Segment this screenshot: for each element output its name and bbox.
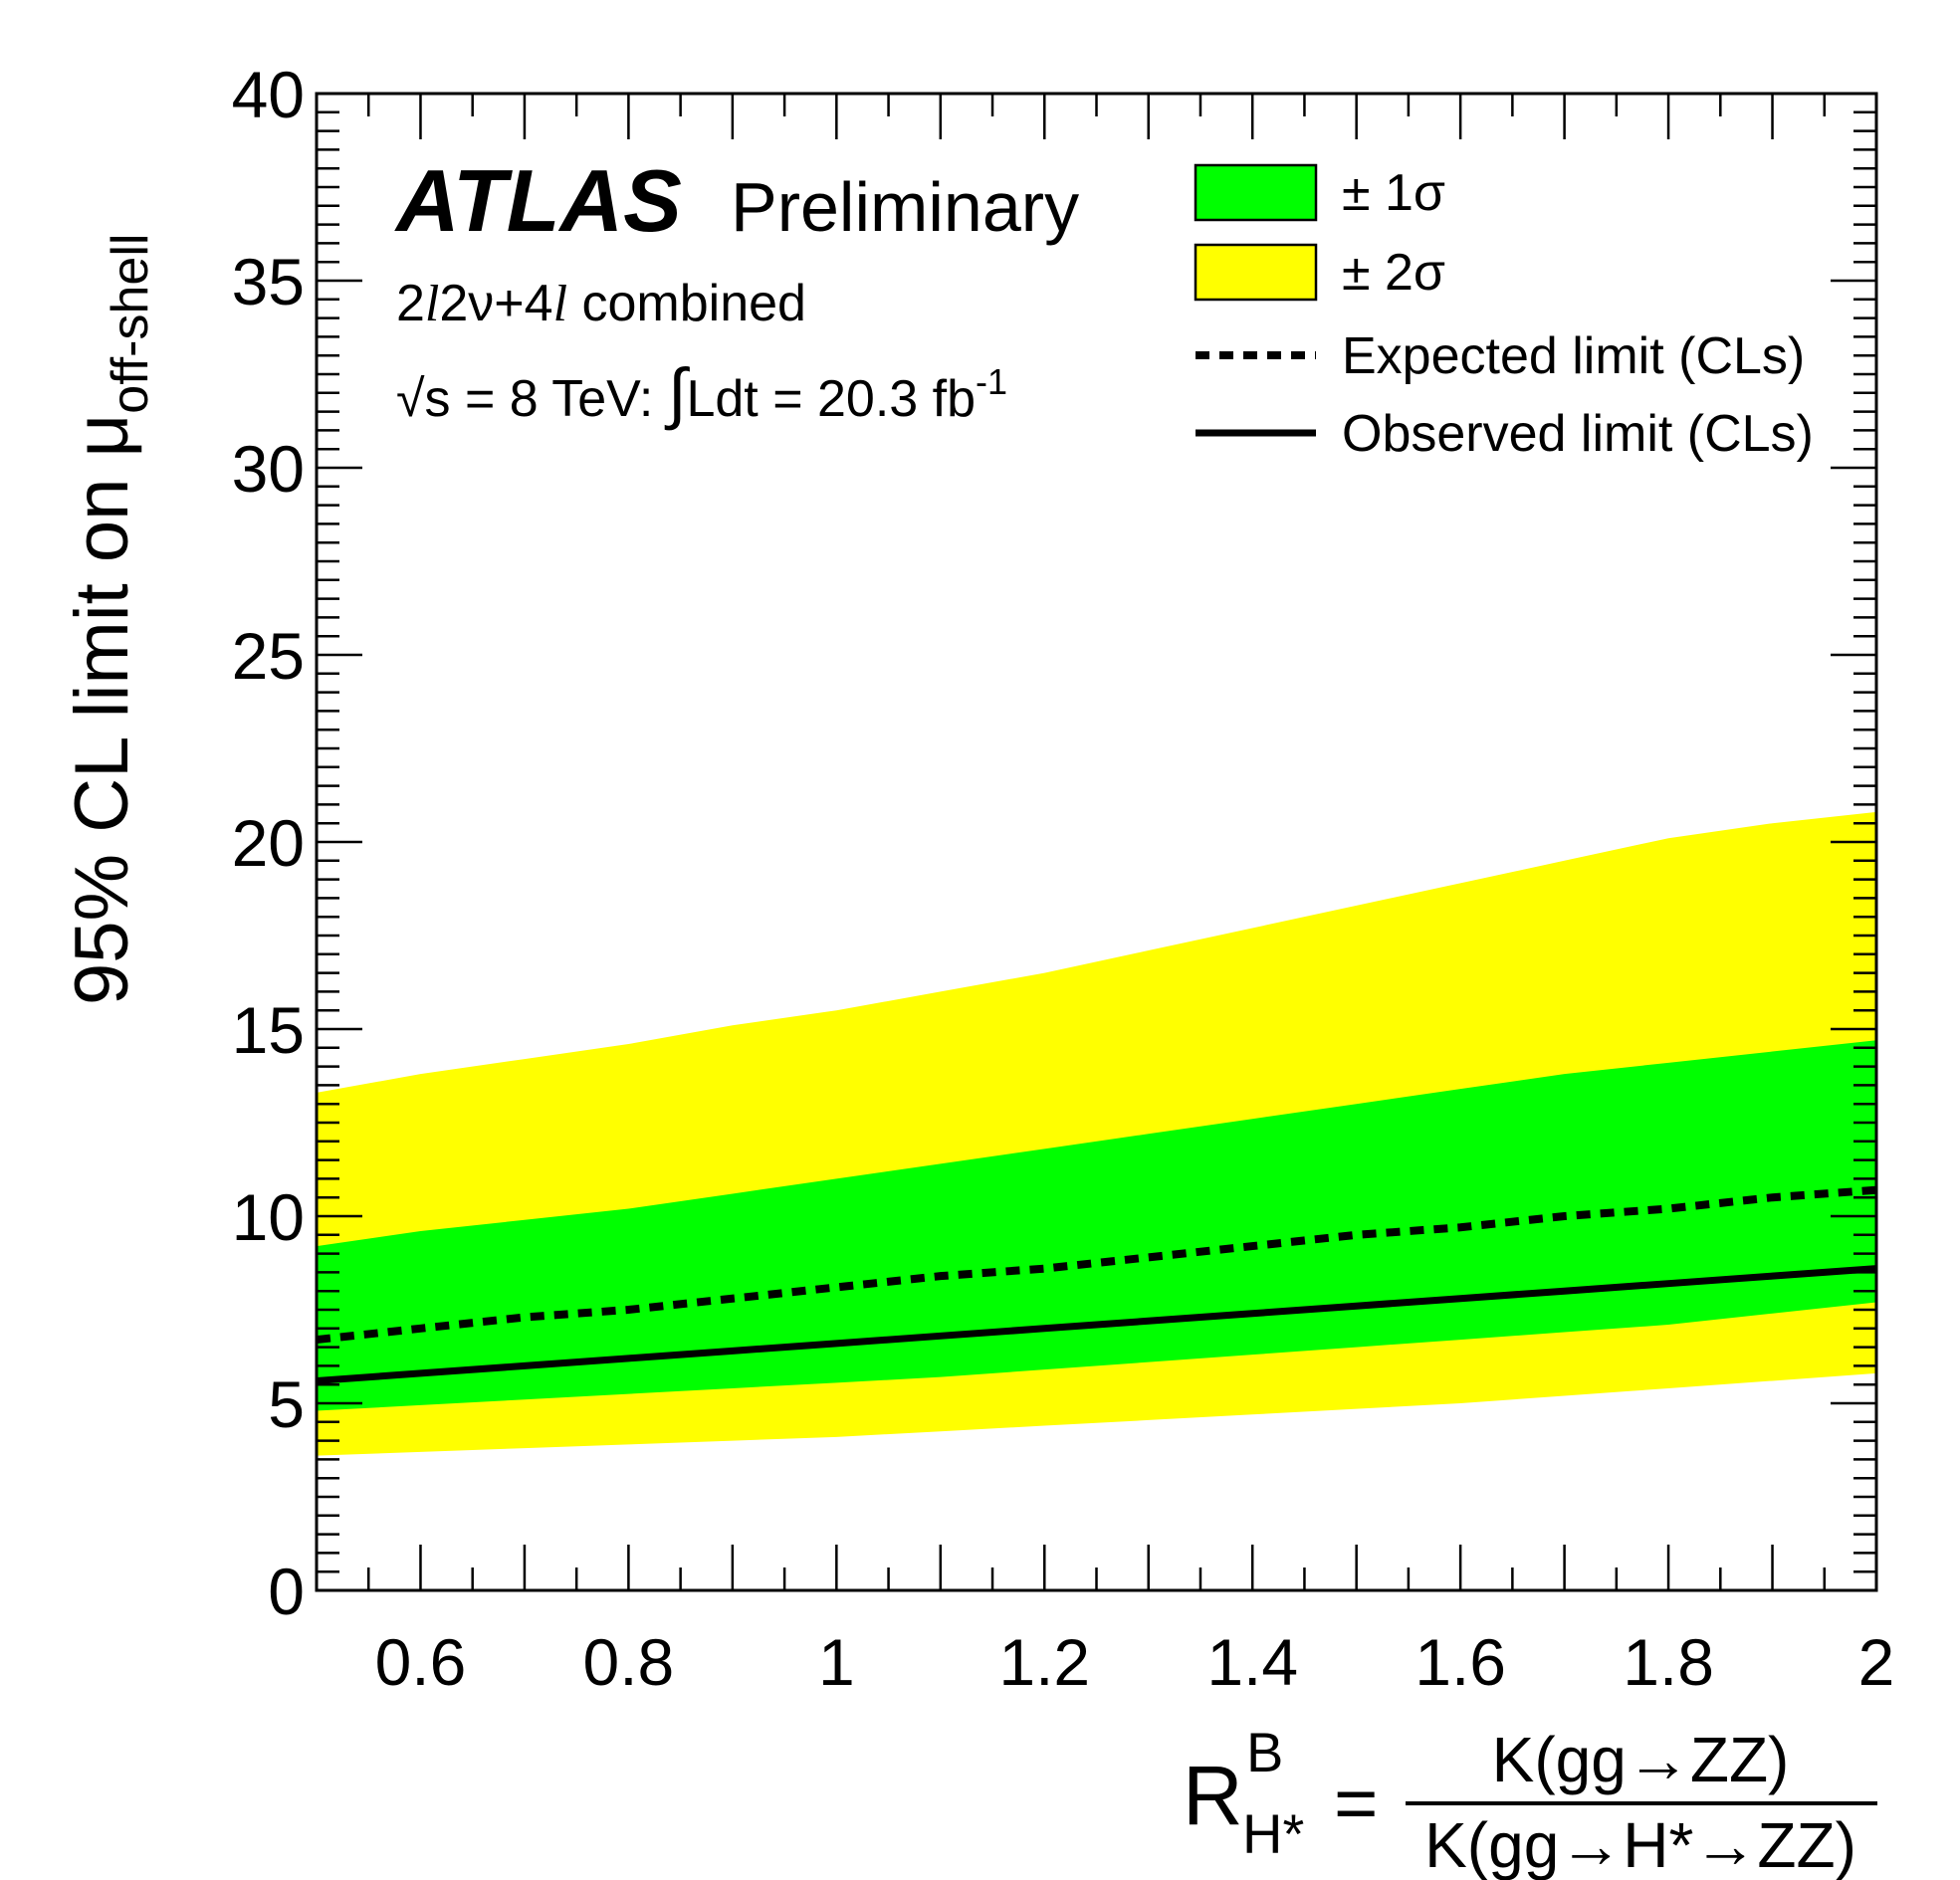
x-tick-label: 1.6 xyxy=(1415,1625,1506,1699)
x-tick-label: 1.8 xyxy=(1623,1625,1714,1699)
y-tick-label: 0 xyxy=(268,1555,305,1628)
legend-label: Expected limit (CLs) xyxy=(1342,327,1805,385)
channel-part-a: 2 xyxy=(396,275,425,332)
y-tick-label: 15 xyxy=(232,993,305,1067)
legend-swatch xyxy=(1194,163,1318,222)
limit-lines xyxy=(316,1185,1877,1384)
y-tick-label: 5 xyxy=(268,1367,305,1441)
x-axis-label: R B H* = K(gg→ZZ) K(gg→H*→ZZ) xyxy=(1183,1721,1877,1880)
lumi-exponent: -1 xyxy=(976,361,1007,402)
experiment-label: ATLAS xyxy=(394,151,682,250)
channel-lepton-1: l xyxy=(425,276,439,332)
x-tick-label: 1 xyxy=(818,1625,855,1699)
status-label: Preliminary xyxy=(731,168,1079,246)
legend-label: ± 1σ xyxy=(1342,164,1445,222)
legend-swatch xyxy=(1194,243,1318,302)
uncertainty-bands xyxy=(317,811,1876,1456)
channel-lepton-2: l xyxy=(553,276,567,332)
band-1sigma xyxy=(317,1040,1876,1411)
y-tick-label: 35 xyxy=(232,245,305,318)
x-label-r: R xyxy=(1183,1749,1243,1842)
observed-limit-line xyxy=(316,1265,1877,1384)
legend-label: Observed limit (CLs) xyxy=(1342,405,1814,463)
y-tick-label: 25 xyxy=(232,619,305,693)
x-label-denominator: K(gg→H*→ZZ) xyxy=(1424,1809,1856,1880)
channel-label: 2l2ν+4l combined xyxy=(396,275,806,332)
y-tick-label: 20 xyxy=(232,806,305,880)
legend-label: ± 2σ xyxy=(1342,244,1445,302)
energy-lumi-label: √s = 8 TeV: ∫Ldt = 20.3 fb-1 xyxy=(396,355,1007,431)
channel-part-b: 2ν+4 xyxy=(439,275,552,332)
sqrt-symbol: √ xyxy=(396,370,425,428)
y-axis-label-main: 95% CL limit on μ xyxy=(60,414,144,1005)
lumi-text: Ldt = 20.3 fb xyxy=(686,370,976,428)
x-tick-label: 0.6 xyxy=(375,1625,467,1699)
axis-ticks xyxy=(315,92,1878,1592)
x-label-numerator: K(gg→ZZ) xyxy=(1492,1724,1790,1795)
y-tick-label: 10 xyxy=(232,1180,305,1254)
y-axis-label-sub: off-shell xyxy=(102,234,159,414)
x-label-sup: B xyxy=(1246,1721,1283,1783)
energy-text: s = 8 TeV: xyxy=(425,370,668,428)
x-tick-label: 1.4 xyxy=(1206,1625,1298,1699)
channel-part-c: combined xyxy=(567,275,806,332)
x-label-equals: = xyxy=(1334,1762,1378,1846)
integral-symbol: ∫ xyxy=(664,355,690,431)
y-axis-label: 95% CL limit on μoff-shell xyxy=(60,234,159,1005)
legend: ± 1σ ± 2σ Expected limit (CLs) Observed lim… xyxy=(1194,163,1814,463)
x-tick-label: 1.2 xyxy=(998,1625,1090,1699)
y-tick-label: 30 xyxy=(232,432,305,506)
x-tick-label: 0.8 xyxy=(583,1625,675,1699)
x-tick-label: 2 xyxy=(1858,1625,1895,1699)
x-label-sub: H* xyxy=(1242,1802,1304,1865)
y-tick-label: 40 xyxy=(232,58,305,131)
